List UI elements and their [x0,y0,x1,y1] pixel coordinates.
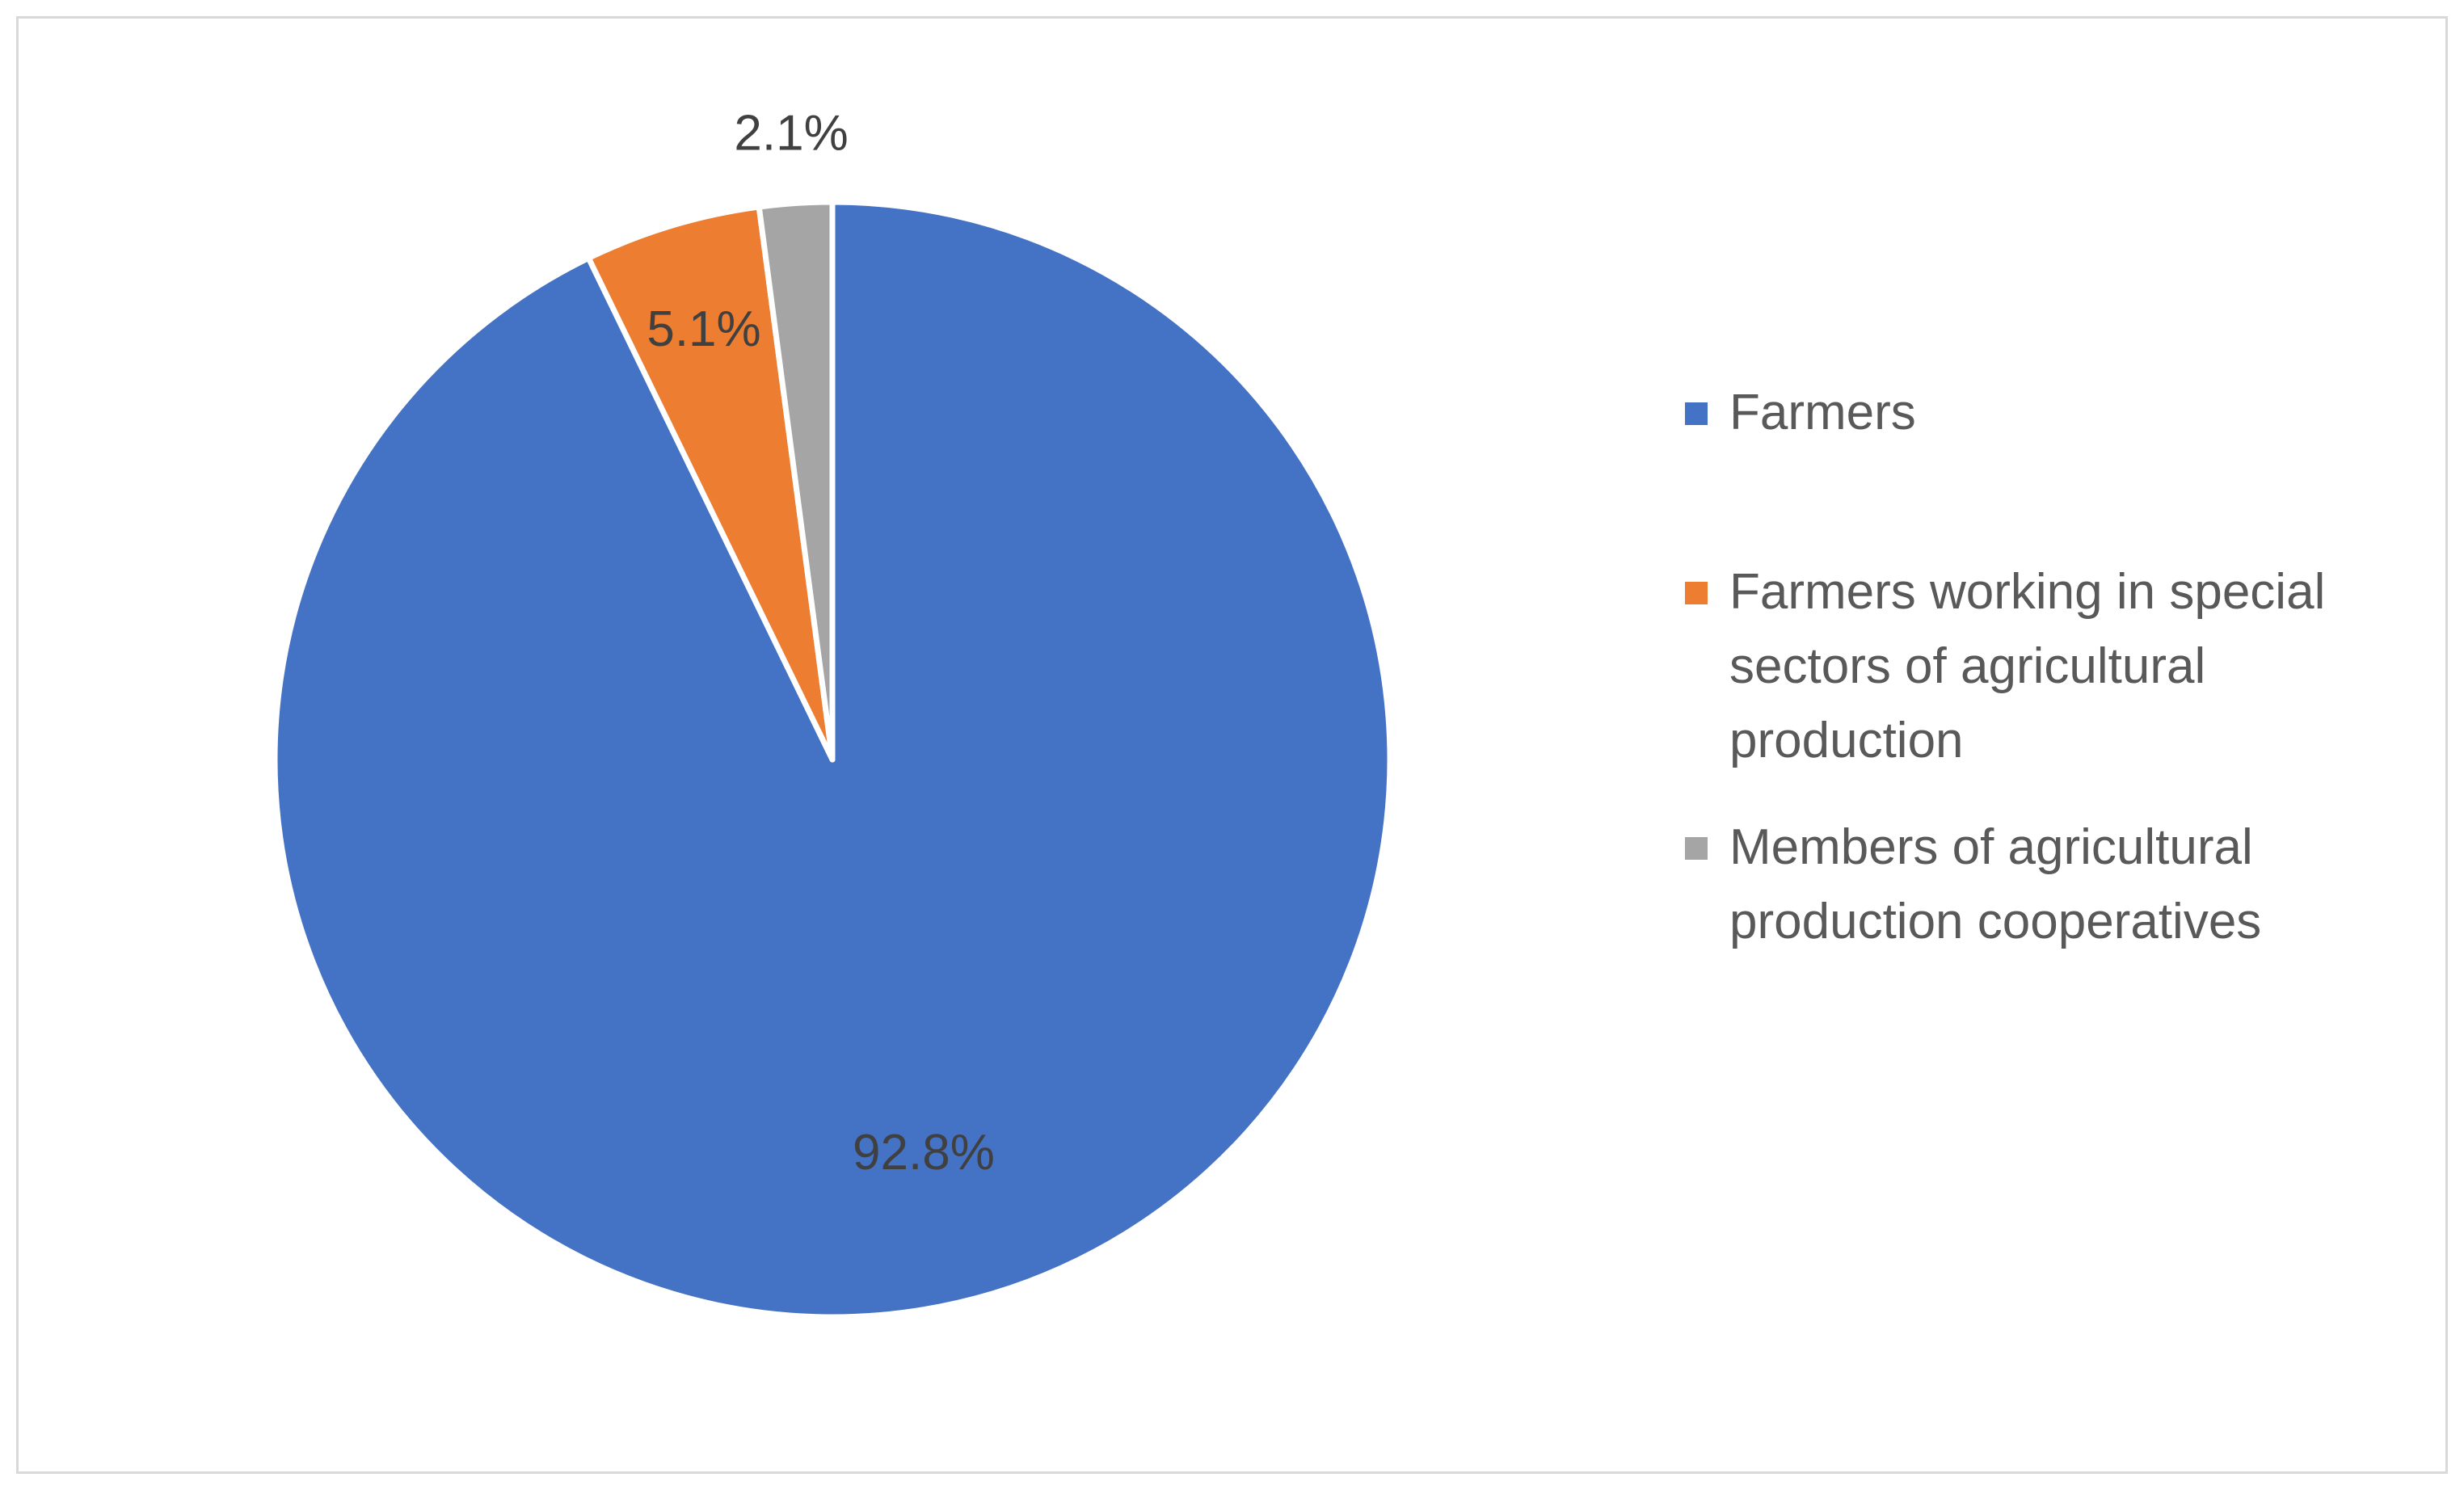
legend-label-special-sectors: Farmers working in special sectors of ag… [1729,564,2326,768]
data-label-cooperatives: 2.1% [734,105,848,161]
legend-label-farmers: Farmers [1729,385,1916,440]
legend-swatch-cooperatives [1685,837,1708,860]
pie-slices [272,199,1393,1320]
slice-cooperatives [756,199,836,763]
legend-item-cooperatives: Members of agricultural production coope… [1685,810,2412,959]
legend-item-special-sectors: Farmers working in special sectors of ag… [1685,555,2412,778]
legend-swatch-farmers [1685,402,1708,425]
data-label-special-sectors: 5.1% [647,301,760,357]
legend-label-cooperatives: Members of agricultural production coope… [1729,819,2262,949]
pie-data-labels: 92.8% 5.1% 2.1% [647,105,995,1181]
legend: Farmers Farmers working in special secto… [1685,376,2412,959]
legend-swatch-special-sectors [1685,582,1708,604]
data-label-farmers: 92.8% [853,1125,995,1181]
slice-special-sectors [585,204,836,763]
legend-item-farmers: Farmers [1685,376,2412,450]
